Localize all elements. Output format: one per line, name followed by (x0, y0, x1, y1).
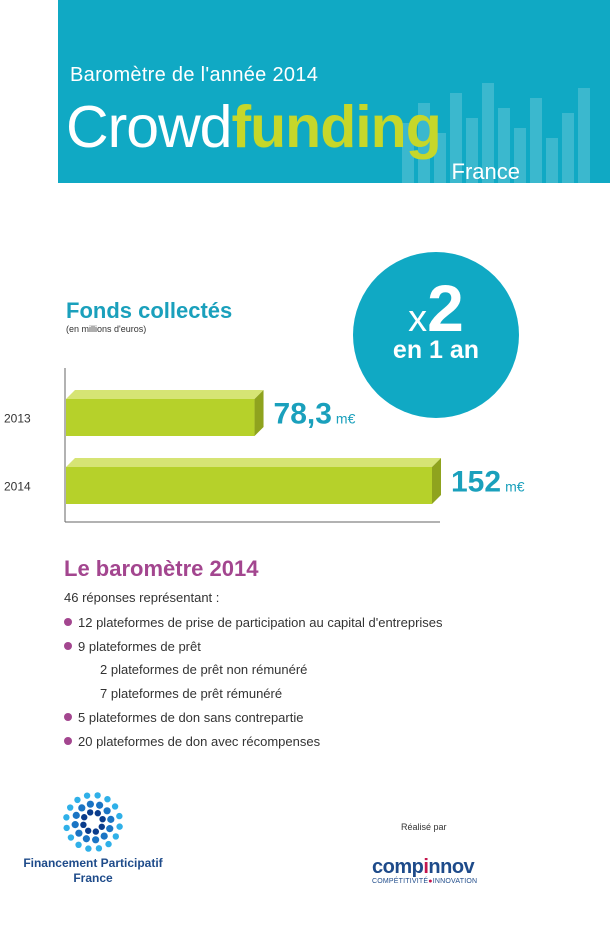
list-item: 9 plateformes de prêt (64, 639, 201, 654)
value-label-2013: 78,3 m€ (274, 398, 356, 431)
growth-period: en 1 an (392, 336, 480, 364)
compinnov-logo: compinnov (372, 856, 475, 879)
page-title: Crowdfunding (66, 94, 442, 160)
list-item: 7 plateformes de prêt rémunéré (100, 686, 282, 701)
logo-dot (80, 821, 87, 829)
logo-dot (78, 804, 86, 812)
fpf-logo-icon (63, 792, 123, 852)
logo-dot (71, 821, 79, 829)
multiplier-factor: 2 (427, 271, 464, 345)
logo-dot (72, 811, 80, 819)
bullet-icon (64, 713, 72, 721)
barometre-title: Le baromètre 2014 (64, 556, 259, 581)
list-item-text: 7 plateformes de prêt rémunéré (100, 686, 283, 701)
compinnov-tagline: COMPÉTITIVITÉ●INNOVATION (372, 878, 478, 885)
logo-dot (63, 814, 70, 821)
logo-dot (111, 803, 119, 810)
logo-dot (63, 824, 70, 832)
tagline-part1: COMPÉTITIVITÉ (372, 878, 429, 885)
list-item-text: 5 plateformes de don sans contrepartie (78, 710, 304, 725)
logo-dot (94, 792, 101, 799)
fpf-name-line1: Financement Participatif (23, 856, 163, 870)
category-label-2013: 2013 (4, 412, 31, 426)
logo-dot (75, 841, 82, 849)
logo-dot (99, 815, 106, 823)
list-item: 12 plateformes de prise de participation… (64, 615, 443, 630)
logo-dot (116, 823, 123, 830)
bullet-icon (64, 618, 72, 626)
logo-dot (67, 834, 75, 841)
logo-dot (100, 832, 108, 840)
logo-dot (106, 825, 114, 833)
bullet-icon (64, 642, 72, 650)
bar-chart: 2013 78,3 m€ 2014 152 m€ (4, 368, 525, 523)
bar-top-2013 (66, 390, 264, 399)
logo-dot (86, 809, 94, 816)
logo-dot (75, 829, 83, 837)
list-item-text: 2 plateformes de prêt non rémunéré (100, 662, 308, 677)
list-item-text: 20 plateformes de don avec récompenses (78, 734, 321, 749)
logo-dot (107, 815, 115, 823)
compinnov-part1: comp (372, 856, 424, 878)
bar-2014 (66, 467, 432, 504)
fpf-name-line2: France (73, 871, 113, 885)
list-item: 5 plateformes de don sans contrepartie (64, 710, 303, 725)
list-item-text: 12 plateformes de prise de participation… (78, 615, 443, 630)
title-light: Crowd (66, 94, 232, 160)
bar-top-2014 (66, 458, 441, 467)
list-item: 2 plateformes de prêt non rémunéré (100, 662, 307, 677)
logo-dot (94, 810, 101, 817)
logo-dot (96, 801, 104, 809)
logo-dot (103, 807, 111, 815)
compinnov-part2: i (423, 856, 429, 878)
bar-2013 (66, 399, 255, 436)
compinnov-part3: nnov (428, 856, 475, 878)
logo-dot (116, 812, 123, 820)
page-subtitle: Baromètre de l'année 2014 (70, 64, 319, 86)
logo-dot (85, 845, 92, 852)
chart-unit-note: (en millions d'euros) (66, 324, 147, 334)
logo-dot (85, 827, 92, 834)
bullet-icon (64, 737, 72, 745)
list-item: 20 plateformes de don avec récompenses (64, 734, 320, 749)
header-banner: Baromètre de l'année 2014 Crowdfunding F… (58, 0, 610, 183)
unit-label: m€ (505, 479, 525, 495)
logo-dot (105, 840, 112, 848)
logo-dot (74, 796, 81, 804)
multiplier-x: x (408, 298, 428, 340)
category-label-2014: 2014 (4, 480, 31, 494)
logo-dot (82, 835, 90, 843)
growth-multiplier: x2 (353, 270, 519, 346)
logo-dot (81, 814, 88, 821)
barometre-intro: 46 réponses représentant : (64, 590, 220, 605)
logo-dot (83, 792, 91, 799)
logo-dot (104, 795, 111, 803)
title-bold: funding (231, 94, 442, 160)
logo-dot (92, 828, 100, 835)
value-label-2014: 152 m€ (451, 466, 525, 499)
country-label: France (451, 159, 520, 184)
logo-dot (86, 800, 94, 808)
logo-dot (98, 823, 105, 830)
bar-side-2013 (254, 390, 264, 436)
bar-side-2014 (432, 458, 441, 504)
logo-dot (112, 833, 120, 840)
unit-label: m€ (336, 411, 356, 427)
equalizer-decoration (402, 83, 590, 183)
fpf-name: Financement Participatif France (14, 856, 172, 886)
logo-dot (66, 804, 74, 811)
logo-dot (92, 836, 100, 844)
credit-label: Réalisé par (401, 822, 447, 832)
list-item-text: 9 plateformes de prêt (78, 639, 201, 654)
chart-title: Fonds collectés (66, 298, 233, 323)
logo-dot (95, 845, 103, 852)
growth-badge: x2 en 1 an (353, 252, 519, 418)
tagline-part2: INNOVATION (432, 878, 478, 885)
